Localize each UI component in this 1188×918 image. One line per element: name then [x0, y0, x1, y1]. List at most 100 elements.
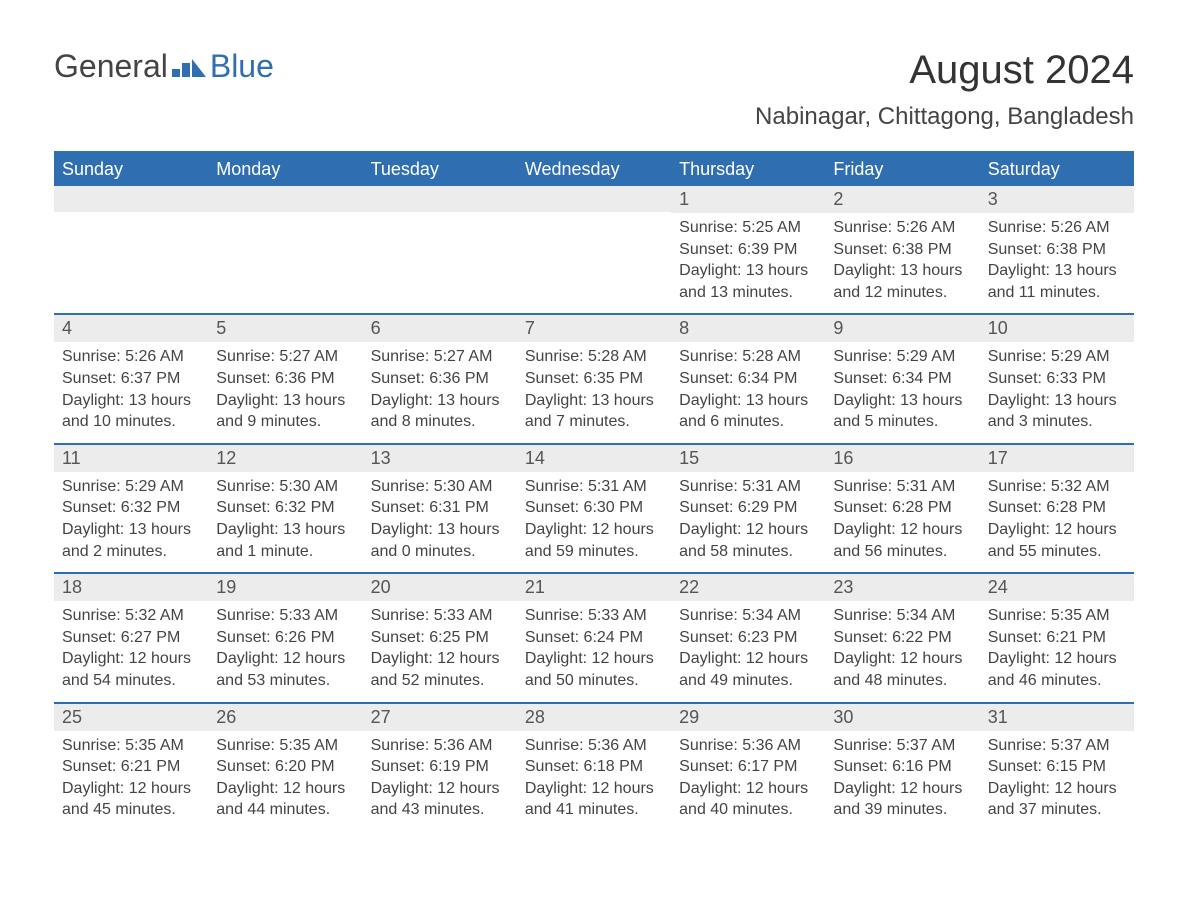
daylight-line: Daylight: 13 hours and 6 minutes. [679, 390, 817, 433]
day-number: 10 [980, 315, 1134, 342]
sunrise-line: Sunrise: 5:33 AM [216, 605, 354, 627]
calendar-cell: 5Sunrise: 5:27 AMSunset: 6:36 PMDaylight… [208, 315, 362, 442]
daylight-line: Daylight: 13 hours and 5 minutes. [833, 390, 971, 433]
calendar-cell [208, 186, 362, 313]
calendar-cell: 16Sunrise: 5:31 AMSunset: 6:28 PMDayligh… [825, 445, 979, 572]
day-details: Sunrise: 5:29 AMSunset: 6:33 PMDaylight:… [988, 346, 1126, 432]
daylight-line: Daylight: 12 hours and 55 minutes. [988, 519, 1126, 562]
sunrise-line: Sunrise: 5:25 AM [679, 217, 817, 239]
sunrise-line: Sunrise: 5:31 AM [525, 476, 663, 498]
day-number: 30 [825, 704, 979, 731]
calendar-cell: 3Sunrise: 5:26 AMSunset: 6:38 PMDaylight… [980, 186, 1134, 313]
calendar-cell: 9 Sunrise: 5:29 AMSunset: 6:34 PMDaylight… [825, 315, 979, 442]
calendar-cell: 19 Sunrise: 5:33 AMSunset: 6:26 PMDayligh… [208, 574, 362, 701]
daylight-line: Daylight: 12 hours and 53 minutes. [216, 648, 354, 691]
daylight-line: Daylight: 13 hours and 8 minutes. [371, 390, 509, 433]
sunset-line: Sunset: 6:23 PM [679, 627, 817, 649]
logo-text-blue: Blue [210, 48, 274, 85]
weekday-friday: Friday [825, 153, 979, 186]
month-title: August 2024 [755, 48, 1134, 93]
daylight-line: Daylight: 12 hours and 48 minutes. [833, 648, 971, 691]
daylight-line: Daylight: 12 hours and 39 minutes. [833, 778, 971, 821]
sunrise-line: Sunrise: 5:29 AM [833, 346, 971, 368]
sunset-line: Sunset: 6:21 PM [988, 627, 1126, 649]
sunrise-line: Sunrise: 5:33 AM [371, 605, 509, 627]
day-details: Sunrise: 5:31 AMSunset: 6:30 PMDaylight:… [525, 476, 663, 562]
logo-text-general: General [54, 48, 168, 85]
sunset-line: Sunset: 6:38 PM [988, 239, 1126, 261]
sunset-line: Sunset: 6:33 PM [988, 368, 1126, 390]
sunrise-line: Sunrise: 5:36 AM [371, 735, 509, 757]
daylight-line: Daylight: 13 hours and 11 minutes. [988, 260, 1126, 303]
day-details: Sunrise: 5:35 AMSunset: 6:21 PMDaylight:… [62, 735, 200, 821]
calendar-cell: 25 Sunrise: 5:35 AMSunset: 6:21 PMDayligh… [54, 704, 208, 831]
sunrise-line: Sunrise: 5:37 AM [988, 735, 1126, 757]
day-details: Sunrise: 5:32 AMSunset: 6:28 PMDaylight:… [988, 476, 1126, 562]
sunrise-line: Sunrise: 5:35 AM [62, 735, 200, 757]
calendar-cell: 12Sunrise: 5:30 AMSunset: 6:32 PMDayligh… [208, 445, 362, 572]
sunrise-line: Sunrise: 5:30 AM [371, 476, 509, 498]
sunset-line: Sunset: 6:31 PM [371, 497, 509, 519]
day-number: 25 [54, 704, 208, 731]
calendar-cell: 31Sunrise: 5:37 AMSunset: 6:15 PMDayligh… [980, 704, 1134, 831]
daylight-line: Daylight: 13 hours and 7 minutes. [525, 390, 663, 433]
daylight-line: Daylight: 12 hours and 54 minutes. [62, 648, 200, 691]
day-number: 14 [517, 445, 671, 472]
weekday-sunday: Sunday [54, 153, 208, 186]
sunset-line: Sunset: 6:25 PM [371, 627, 509, 649]
day-details: Sunrise: 5:26 AMSunset: 6:37 PMDaylight:… [62, 346, 200, 432]
calendar-cell: 22Sunrise: 5:34 AMSunset: 6:23 PMDayligh… [671, 574, 825, 701]
daylight-line: Daylight: 13 hours and 9 minutes. [216, 390, 354, 433]
header: General Blue August 2024 Nabinagar, Chit… [54, 48, 1134, 145]
day-number: 8 [671, 315, 825, 342]
daylight-line: Daylight: 12 hours and 58 minutes. [679, 519, 817, 562]
day-number: 11 [54, 445, 208, 472]
day-number: 6 [363, 315, 517, 342]
day-details: Sunrise: 5:33 AMSunset: 6:26 PMDaylight:… [216, 605, 354, 691]
logo-mark-icon [172, 59, 206, 77]
day-details: Sunrise: 5:35 AMSunset: 6:21 PMDaylight:… [988, 605, 1126, 691]
day-number: 26 [208, 704, 362, 731]
calendar-cell: 21Sunrise: 5:33 AMSunset: 6:24 PMDayligh… [517, 574, 671, 701]
sunset-line: Sunset: 6:27 PM [62, 627, 200, 649]
daylight-line: Daylight: 12 hours and 37 minutes. [988, 778, 1126, 821]
day-details: Sunrise: 5:30 AMSunset: 6:31 PMDaylight:… [371, 476, 509, 562]
location: Nabinagar, Chittagong, Bangladesh [755, 103, 1134, 131]
calendar-cell: 13Sunrise: 5:30 AMSunset: 6:31 PMDayligh… [363, 445, 517, 572]
day-details: Sunrise: 5:28 AMSunset: 6:34 PMDaylight:… [679, 346, 817, 432]
calendar-cell: 6 Sunrise: 5:27 AMSunset: 6:36 PMDaylight… [363, 315, 517, 442]
sunrise-line: Sunrise: 5:34 AM [833, 605, 971, 627]
day-number: 2 [825, 186, 979, 213]
daylight-line: Daylight: 13 hours and 1 minute. [216, 519, 354, 562]
day-details: Sunrise: 5:33 AMSunset: 6:25 PMDaylight:… [371, 605, 509, 691]
sunset-line: Sunset: 6:28 PM [833, 497, 971, 519]
day-number: 24 [980, 574, 1134, 601]
sunset-line: Sunset: 6:19 PM [371, 756, 509, 778]
calendar: SundayMondayTuesdayWednesdayThursdayFrid… [54, 151, 1134, 831]
sunrise-line: Sunrise: 5:37 AM [833, 735, 971, 757]
day-number: 9 [825, 315, 979, 342]
calendar-cell: 2Sunrise: 5:26 AMSunset: 6:38 PMDaylight… [825, 186, 979, 313]
day-details: Sunrise: 5:32 AMSunset: 6:27 PMDaylight:… [62, 605, 200, 691]
sunrise-line: Sunrise: 5:35 AM [216, 735, 354, 757]
day-details: Sunrise: 5:25 AMSunset: 6:39 PMDaylight:… [679, 217, 817, 303]
weeks-container: 1Sunrise: 5:25 AMSunset: 6:39 PMDaylight… [54, 186, 1134, 831]
day-details: Sunrise: 5:29 AMSunset: 6:34 PMDaylight:… [833, 346, 971, 432]
day-number: 12 [208, 445, 362, 472]
daylight-line: Daylight: 13 hours and 0 minutes. [371, 519, 509, 562]
daylight-line: Daylight: 13 hours and 13 minutes. [679, 260, 817, 303]
day-details: Sunrise: 5:27 AMSunset: 6:36 PMDaylight:… [371, 346, 509, 432]
sunset-line: Sunset: 6:21 PM [62, 756, 200, 778]
sunset-line: Sunset: 6:34 PM [679, 368, 817, 390]
calendar-cell: 20 Sunrise: 5:33 AMSunset: 6:25 PMDayligh… [363, 574, 517, 701]
day-number: 20 [363, 574, 517, 601]
sunset-line: Sunset: 6:30 PM [525, 497, 663, 519]
day-details: Sunrise: 5:34 AMSunset: 6:23 PMDaylight:… [679, 605, 817, 691]
sunset-line: Sunset: 6:35 PM [525, 368, 663, 390]
calendar-cell: 17Sunrise: 5:32 AMSunset: 6:28 PMDayligh… [980, 445, 1134, 572]
day-number: 19 [208, 574, 362, 601]
sunrise-line: Sunrise: 5:26 AM [62, 346, 200, 368]
calendar-cell [363, 186, 517, 313]
sunset-line: Sunset: 6:22 PM [833, 627, 971, 649]
daylight-line: Daylight: 12 hours and 59 minutes. [525, 519, 663, 562]
